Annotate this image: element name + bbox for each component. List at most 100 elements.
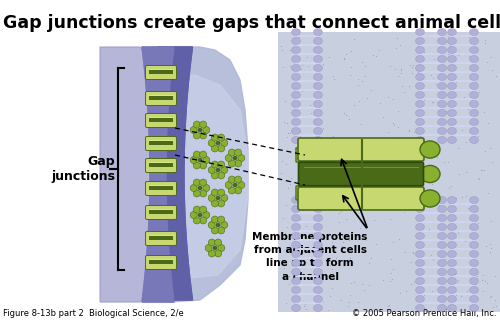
FancyBboxPatch shape (146, 181, 176, 195)
Ellipse shape (470, 29, 478, 36)
Point (318, 161, 326, 166)
Point (296, 67, 304, 72)
Ellipse shape (238, 154, 245, 161)
Point (306, 110, 314, 116)
Point (323, 192, 331, 197)
Point (382, 186, 390, 191)
Point (354, 193, 362, 198)
Point (318, 61, 326, 66)
Ellipse shape (438, 250, 446, 257)
Point (302, 157, 310, 162)
Point (314, 238, 322, 243)
Point (357, 171, 365, 176)
Ellipse shape (438, 74, 446, 81)
Point (428, 181, 436, 187)
Point (456, 171, 464, 177)
Point (302, 223, 310, 228)
FancyBboxPatch shape (298, 187, 424, 210)
Point (435, 306, 443, 311)
Point (416, 106, 424, 111)
Point (414, 179, 422, 185)
Point (282, 161, 290, 167)
Point (312, 124, 320, 129)
Point (414, 69, 422, 74)
Point (441, 256, 449, 261)
Point (360, 64, 368, 69)
Ellipse shape (218, 245, 225, 251)
Ellipse shape (438, 127, 446, 134)
Point (400, 210, 408, 215)
Point (300, 302, 308, 307)
Bar (149, 186, 173, 190)
Point (386, 217, 394, 222)
Ellipse shape (438, 56, 446, 63)
Point (412, 204, 420, 209)
Point (311, 80, 319, 85)
Point (286, 181, 294, 187)
Ellipse shape (438, 65, 446, 72)
Point (329, 143, 337, 148)
Point (410, 280, 418, 285)
Ellipse shape (438, 82, 446, 90)
Point (481, 278, 489, 283)
Point (344, 117, 352, 122)
Ellipse shape (200, 190, 206, 197)
Point (418, 205, 426, 210)
Point (465, 34, 473, 39)
Ellipse shape (470, 241, 478, 248)
Bar (149, 118, 173, 122)
Ellipse shape (292, 109, 300, 117)
Ellipse shape (438, 296, 446, 302)
Point (425, 141, 433, 146)
Ellipse shape (416, 74, 424, 81)
Point (285, 273, 293, 279)
Point (430, 177, 438, 182)
Point (320, 153, 328, 159)
Point (465, 54, 473, 59)
Point (279, 215, 287, 220)
Ellipse shape (448, 118, 456, 126)
Ellipse shape (314, 118, 322, 126)
Ellipse shape (292, 232, 300, 239)
Point (415, 68, 423, 74)
Point (302, 55, 310, 60)
Point (356, 168, 364, 173)
Ellipse shape (212, 200, 218, 207)
Point (412, 223, 420, 229)
Text: Gap
junctions: Gap junctions (51, 155, 115, 183)
Ellipse shape (203, 185, 210, 192)
Point (280, 119, 288, 125)
Point (410, 250, 418, 255)
Point (328, 267, 336, 272)
Text: Membrane proteins
from adjacent cells
line up to form
a channel: Membrane proteins from adjacent cells li… (252, 232, 368, 282)
Point (429, 76, 437, 81)
Point (488, 159, 496, 164)
Ellipse shape (218, 145, 224, 152)
Point (288, 178, 296, 184)
Point (432, 82, 440, 87)
Ellipse shape (448, 259, 456, 266)
Ellipse shape (216, 196, 220, 200)
Bar (149, 236, 173, 240)
Ellipse shape (448, 196, 456, 204)
Ellipse shape (448, 127, 456, 134)
Point (294, 108, 302, 113)
Ellipse shape (416, 259, 424, 266)
Ellipse shape (314, 136, 322, 143)
Point (350, 158, 358, 163)
Point (284, 149, 292, 154)
Ellipse shape (448, 56, 456, 63)
Ellipse shape (416, 56, 424, 63)
Ellipse shape (470, 65, 478, 72)
Point (484, 190, 492, 195)
Point (430, 257, 438, 262)
Point (356, 226, 364, 231)
Ellipse shape (438, 205, 446, 213)
Point (386, 279, 394, 284)
Bar (149, 163, 173, 167)
Point (470, 84, 478, 90)
Ellipse shape (208, 239, 216, 246)
Point (337, 236, 345, 241)
Point (311, 222, 319, 227)
Point (282, 300, 290, 306)
